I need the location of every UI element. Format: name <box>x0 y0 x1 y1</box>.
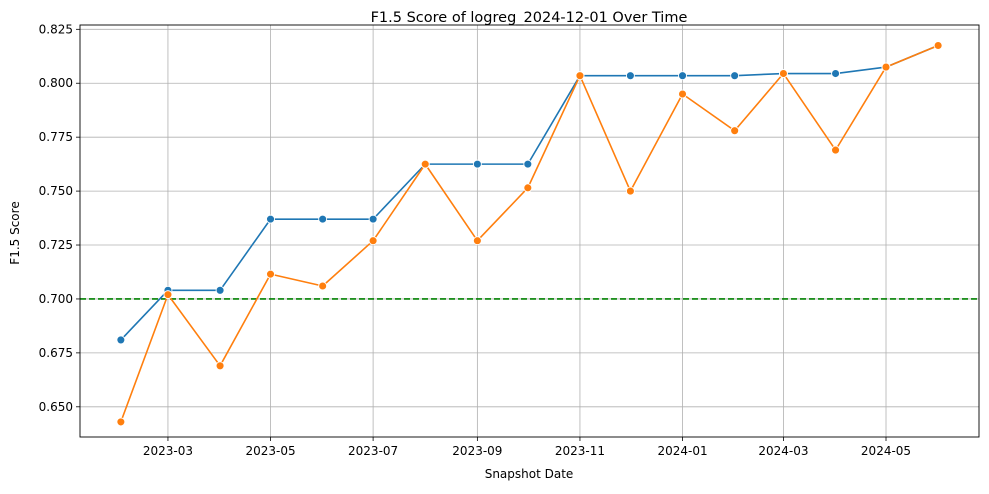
series-2-point <box>933 41 943 50</box>
x-tick-label: 2024-01 <box>657 444 707 458</box>
series-1-point <box>116 335 126 345</box>
series-2-point <box>116 417 126 427</box>
series-1-point <box>472 159 482 169</box>
series-2-point <box>625 186 635 196</box>
y-tick-label: 0.675 <box>39 346 73 360</box>
series-2-point <box>523 183 533 193</box>
series-2-point <box>215 361 225 371</box>
series-1-point <box>831 69 841 78</box>
series-1-point <box>368 214 378 224</box>
series-2-point <box>163 290 173 300</box>
series-2-point <box>778 69 788 78</box>
chart-title: F1.5 Score of logreg_2024-12-01 Over Tim… <box>371 10 688 26</box>
series-1-point <box>625 71 635 81</box>
series-2-point <box>266 269 275 279</box>
series-2-point <box>420 159 430 169</box>
y-tick-label: 0.775 <box>39 130 73 144</box>
y-tick-label: 0.750 <box>39 184 73 198</box>
y-tick-label: 0.725 <box>39 238 73 252</box>
x-tick-label: 2023-07 <box>348 444 398 458</box>
series-2-point <box>831 145 841 155</box>
x-axis-label: Snapshot Date <box>485 467 574 481</box>
series-1-point <box>215 285 225 295</box>
x-tick-label: 2023-11 <box>555 444 605 458</box>
x-axis: 2023-03 2023-05 2023-07 2023-09 2023-11 2024-… <box>143 437 911 458</box>
y-axis-label: F1.5 Score <box>8 201 22 264</box>
y-tick-label: 0.700 <box>39 292 73 306</box>
series-1-point <box>523 159 533 169</box>
series-1-point <box>678 71 687 81</box>
x-tick-label: 2024-03 <box>758 444 808 458</box>
x-tick-label: 2023-09 <box>452 444 502 458</box>
series-2-point <box>881 62 891 72</box>
x-tick-label: 2023-03 <box>143 444 193 458</box>
series-1-point <box>266 214 275 224</box>
series-2-point <box>678 89 687 99</box>
x-tick-label: 2024-05 <box>861 444 911 458</box>
series-layer <box>116 41 943 427</box>
series-2-point <box>318 281 328 291</box>
series-1-point <box>730 71 740 81</box>
series-2-point <box>575 71 585 81</box>
series-1-point <box>318 214 328 224</box>
x-tick-label: 2023-05 <box>245 444 295 458</box>
series-2-point <box>472 236 482 246</box>
series-2-point <box>730 126 740 136</box>
y-axis: 0.650 0.675 0.700 0.725 0.750 0.775 0.800 0.825 <box>39 22 80 414</box>
series-2-point <box>368 236 378 246</box>
plot-frame <box>79 24 980 438</box>
y-tick-label: 0.800 <box>39 76 73 90</box>
y-tick-label: 0.650 <box>39 400 73 414</box>
plot-area <box>80 25 979 437</box>
y-tick-label: 0.825 <box>39 22 73 36</box>
